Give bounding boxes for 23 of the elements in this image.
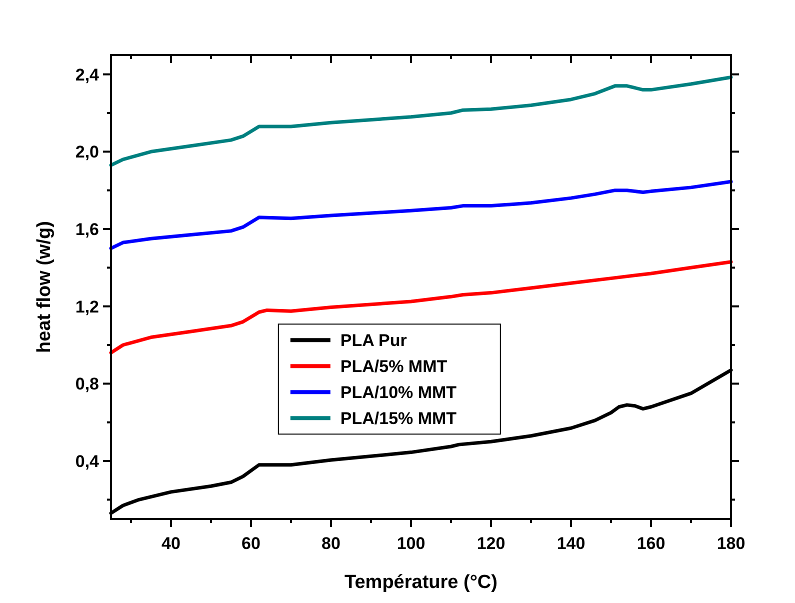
legend-label: PLA/10% MMT bbox=[340, 383, 458, 402]
y-tick-label: 0,4 bbox=[75, 452, 100, 471]
x-tick-label: 60 bbox=[242, 534, 260, 553]
line-series bbox=[109, 180, 733, 250]
y-tick-label: 1,2 bbox=[75, 297, 99, 316]
y-tick-label: 0,8 bbox=[75, 374, 99, 394]
legend-label: PLA/15% MMT bbox=[340, 409, 458, 428]
y-tick-label: 1,6 bbox=[75, 220, 99, 239]
x-tick-label: 160 bbox=[636, 534, 666, 553]
legend-label: PLA Pur bbox=[340, 331, 408, 350]
legend-label: PLA/5% MMT bbox=[340, 357, 448, 376]
line-series bbox=[109, 260, 733, 354]
x-tick-label: 180 bbox=[716, 534, 746, 553]
y-tick-label: 2,0 bbox=[75, 142, 99, 162]
x-tick-label: 80 bbox=[322, 534, 340, 553]
x-tick-label: 100 bbox=[396, 534, 426, 553]
x-tick-label: 140 bbox=[556, 534, 586, 553]
y-axis-title: heat flow (w/g) bbox=[34, 221, 55, 353]
x-tick-label: 40 bbox=[162, 534, 180, 553]
line-series bbox=[109, 75, 733, 167]
y-tick-label: 2,4 bbox=[75, 65, 100, 84]
x-axis-title: Température (°C) bbox=[344, 572, 498, 593]
x-tick-label: 120 bbox=[476, 534, 506, 553]
